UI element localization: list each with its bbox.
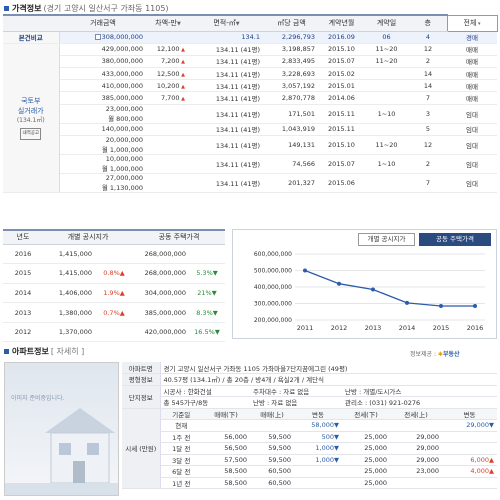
market-row: 1주 전 56,000 59,500 500▼ 25,000 29,000	[122, 431, 497, 443]
table-row: 2016 1,415,000 268,000,000	[3, 244, 225, 265]
data-point	[337, 281, 341, 286]
market-row: 3달 전 57,500 59,500 1,000▼ 25,000 29,000 6,000▲	[122, 454, 497, 466]
market-label: 시세 (만원)	[122, 408, 161, 489]
y-tick-label: 500,000,000	[254, 268, 292, 275]
table-row: 10,000,000 월 1,000,000 134.11 (41평) 74,566 2…	[3, 154, 497, 174]
size-row: 평형정보 40.57평 (134.1㎡) / 총 20층 / 방4개 / 욕실2…	[122, 373, 497, 386]
table-row: 410,000,000 10,200 ▲ 134.11 (41평) 3,057,192…	[3, 79, 497, 93]
col-area[interactable]: 면적-㎡▼	[189, 14, 264, 32]
x-tick-label: 2016	[467, 324, 484, 332]
apt-name-row: 아파트명 경기 고양시 일산서구 가좌동 1105 가좌마을7단지꿈에그린 (4…	[122, 362, 497, 374]
col-diff[interactable]: 차액-만▼	[147, 14, 189, 32]
apt-size: 40.57평 (134.1㎡) / 총 20층 / 방4개 / 욕실2개 / 계…	[160, 373, 497, 386]
y-tick-label: 600,000,000	[254, 251, 292, 258]
bullet-icon	[4, 349, 9, 354]
table-row: 433,000,000 12,500 ▲ 134.11 (41평) 3,228,693…	[3, 67, 497, 81]
x-tick-label: 2015	[433, 324, 450, 332]
y-tick-label: 400,000,000	[254, 284, 292, 291]
side-label: 국토부 실거래가 (134.1㎡) 내역공고	[3, 43, 60, 193]
apt-name: 경기 고양시 일산서구 가좌동 1105 가좌마을7단지꿈에그린 (49평)	[160, 362, 497, 374]
apt-info-table: 아파트명 경기 고양시 일산서구 가좌동 1105 가좌마을7단지꿈에그린 (4…	[122, 362, 497, 489]
data-point	[371, 287, 375, 292]
up-arrow-icon: ▲	[179, 96, 185, 103]
col-floor[interactable]: 층	[409, 14, 447, 32]
x-tick-label: 2013	[365, 324, 382, 332]
market-row: 현재 58,000▼ 29,000▼	[122, 419, 497, 432]
up-arrow-icon: ▲	[179, 71, 185, 78]
chevron-down-icon: ▾	[476, 21, 481, 27]
col-date[interactable]: 계약년월	[319, 14, 364, 32]
x-tick-label: 2014	[399, 324, 416, 332]
table-row: 23,000,000 월 800,000 134.11 (41평) 171,501 20…	[3, 104, 497, 124]
tab-land-price[interactable]: 개별 공시지가	[358, 233, 415, 246]
table-row: 380,000,000 7,200 ▲ 134.11 (41평) 2,833,495 2…	[3, 55, 497, 69]
up-arrow-icon: ▲	[179, 47, 185, 54]
data-point	[303, 268, 307, 273]
price-line-chart: 600,000,000 500,000,000 400,000,000 300,000…	[254, 251, 485, 332]
sort-icon: ▼	[177, 21, 181, 28]
table-row: 385,000,000 7,700 ▲ 134.11 (41평) 2,870,778 2…	[3, 91, 497, 105]
up-arrow-icon: ▲	[179, 83, 185, 90]
table-row: 국토부 실거래가 (134.1㎡) 내역공고 429,000,000 12,100 ▲ 13…	[3, 43, 497, 193]
tab-house-price[interactable]: 공동 주택가격	[419, 233, 491, 246]
notice-tag: 내역공고	[20, 127, 42, 140]
y-tick-label: 300,000,000	[254, 301, 292, 308]
col-day[interactable]: 계약일	[364, 14, 409, 32]
data-point	[439, 303, 443, 308]
type-filter-select[interactable]: 전체 ▾	[446, 14, 498, 32]
data-point	[473, 303, 477, 308]
base-compare-label: 본건비교	[3, 31, 60, 44]
transaction-table: 거래금액 차액-만▼ 면적-㎡▼ ㎡당 금액 계약년월 계약일 층 전체 ▾ 본…	[3, 14, 498, 193]
table-row: 2012 1,370,000 420,000,000 16.5%▼	[3, 322, 225, 343]
up-arrow-icon: ▲	[179, 59, 185, 66]
photo-caption: 이미지 준비중입니다.	[11, 395, 65, 402]
apt-info-title: 아파트정보[ 자세히 ]	[4, 346, 84, 357]
checkbox-icon[interactable]	[94, 34, 101, 41]
data-point	[405, 300, 409, 305]
house-illustration-icon	[5, 408, 118, 495]
price-info-title: 가격정보 (경기 고양시 일산서구 가좌동 1105)	[4, 3, 169, 14]
table-header-row: 거래금액 차액-만▼ 면적-㎡▼ ㎡당 금액 계약년월 계약일 층 전체 ▾	[3, 14, 498, 32]
col-price[interactable]: 거래금액	[59, 14, 147, 32]
table-row: 27,000,000 월 1,130,000 134.11 (41평) 201,327…	[3, 173, 497, 193]
table-row: 2013 1,380,000 0.7%▲ 385,000,000 8.3%▼	[3, 302, 225, 323]
x-tick-label: 2011	[297, 324, 314, 332]
complex-row-2: 총 545가구/8동 난방 : 자료 없음 관리소 : (031) 921-02…	[122, 396, 497, 409]
market-header-row: 시세 (만원) 기준일 매매(下) 매매(上) 변동 전세(下) 전세(上) 변…	[122, 408, 497, 489]
location-text: (경기 고양시 일산서구 가좌동 1105)	[43, 4, 169, 13]
complex-row-1: 단지정보 시공사 : 한화건설 주차대수 : 자료 없음 난방 : 개별/도시가…	[122, 385, 497, 409]
provider-text: 정보제공 : ✱부동산	[410, 351, 460, 358]
table-row: 2014 1,406,000 1.9%▲ 304,000,000 21%▼	[3, 283, 225, 304]
y-tick-label: 200,000,000	[254, 317, 292, 324]
star-icon: ✱	[436, 351, 443, 358]
table-row: 20,000,000 월 1,000,000 134.11 (41평) 149,131…	[3, 135, 497, 155]
apt-photo-placeholder: 이미지 준비중입니다.	[4, 362, 119, 496]
sort-icon: ▼	[235, 21, 240, 28]
price-chart-panel: 개별 공시지가 공동 주택가격 600,000,000 500,000,000 40…	[232, 229, 497, 339]
official-price-table: 년도 개별 공시지가 공동 주택가격 2016 1,415,000 268,000,…	[3, 229, 225, 343]
table-row: 2015 1,415,000 0.8%▲ 268,000,000 5.3%▼	[3, 263, 225, 284]
bullet-icon	[4, 6, 9, 11]
market-row: 1달 전 56,500 59,500 1,000▼ 25,000 29,000	[122, 442, 497, 455]
detail-link[interactable]: [ 자세히 ]	[50, 347, 85, 356]
base-compare-row: 본건비교 308,000,000 134.1 2,296,793 2016.09…	[3, 31, 497, 44]
market-row: 1년 전 58,500 60,500 25,000	[122, 477, 497, 489]
table-row: 140,000,000 134.11 (41평) 1,043,919 2015.11 5…	[3, 123, 497, 136]
series-line	[304, 269, 475, 307]
col-ppm[interactable]: ㎡당 금액	[264, 14, 319, 32]
table-header-row: 년도 개별 공시지가 공동 주택가격	[3, 229, 225, 245]
x-tick-label: 2012	[331, 324, 348, 332]
market-row: 6달 전 58,500 60,500 25,000 23,000 4,000▲	[122, 465, 497, 478]
